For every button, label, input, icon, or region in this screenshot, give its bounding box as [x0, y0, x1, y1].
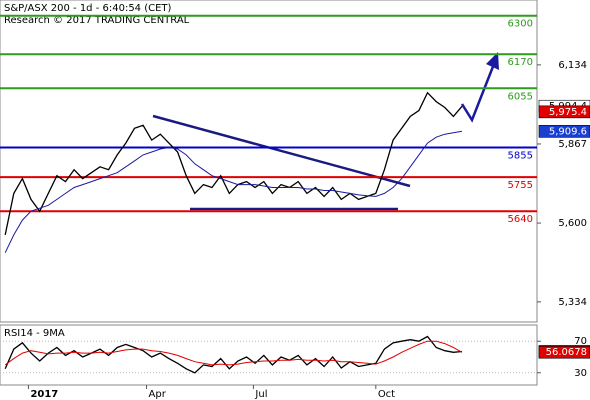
- price-tag: [538, 105, 590, 119]
- rsi-pane: [0, 324, 538, 386]
- y-tick-label: 5,867: [558, 139, 587, 150]
- price-pane: [0, 0, 538, 323]
- level-label: 6300: [508, 19, 533, 30]
- x-tick-label: Oct: [378, 389, 395, 400]
- level-label: 6055: [508, 91, 533, 102]
- level-label: 5755: [508, 180, 533, 191]
- level-label: 6170: [508, 57, 533, 68]
- level-label: 5640: [508, 214, 533, 225]
- y-tick-label: 5,334: [558, 297, 587, 308]
- y-tick-label: 6,134: [558, 60, 587, 71]
- y-tick-label: 70: [574, 336, 587, 347]
- y-tick-label: 30: [574, 368, 587, 379]
- level-label: 5855: [508, 151, 533, 162]
- rsi-title: RSI14 - 9MA: [4, 328, 65, 339]
- price-tag-label: 56.0678: [546, 347, 587, 358]
- series-line: [4, 130, 463, 253]
- x-tick-label: Apr: [149, 389, 167, 400]
- price-tag-label: 5,909.6: [549, 126, 587, 137]
- x-tick-label: 2017: [30, 389, 58, 400]
- x-tick-label: Jul: [254, 389, 267, 400]
- projection-arrow: [460, 63, 496, 123]
- arrow-head: [486, 52, 499, 70]
- price-tag: [538, 125, 590, 138]
- trend-line: [152, 114, 411, 188]
- y-tick-label: 5,600: [558, 218, 587, 229]
- chart-subtitle: Research © 2017 TRADING CENTRAL: [4, 15, 190, 26]
- chart-title: S&P/ASX 200 - 1d - 6:40:54 (CET): [4, 3, 172, 14]
- price-tag: [538, 345, 590, 359]
- series-line: [4, 91, 463, 236]
- price-tag-label: 5,975.4: [549, 107, 587, 118]
- series-line: [4, 340, 463, 366]
